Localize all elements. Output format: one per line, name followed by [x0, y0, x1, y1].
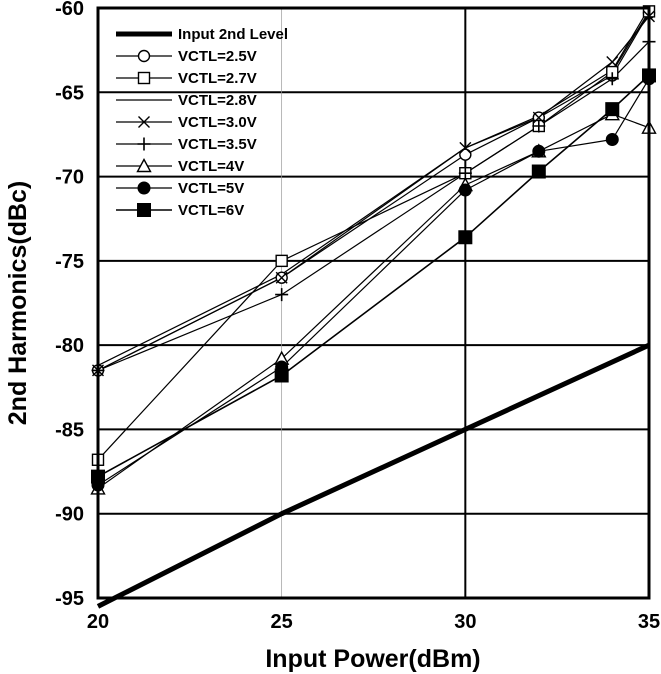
- legend-label: VCTL=6V: [178, 202, 244, 219]
- series-6-markers: [91, 35, 656, 377]
- legend-label: VCTL=2.5V: [178, 48, 257, 65]
- series-1: [96, 342, 651, 609]
- marker-filled-circle: [458, 183, 472, 197]
- legend-item: VCTL=4V: [116, 158, 244, 175]
- marker-cross: [275, 271, 288, 284]
- series-line: [97, 78, 650, 486]
- y-tick-label: -65: [55, 82, 84, 104]
- y-tick-label: -75: [55, 251, 84, 273]
- marker-filled-square: [458, 230, 473, 245]
- x-tick-label: 30: [454, 611, 476, 633]
- series-5: [97, 16, 650, 371]
- legend-item: VCTL=2.7V: [116, 70, 257, 87]
- x-tick-label: 25: [271, 611, 293, 633]
- series-markers: [90, 5, 657, 495]
- marker-cross: [459, 141, 472, 154]
- marker-filled-circle: [137, 181, 151, 195]
- marker-filled-square: [274, 368, 289, 383]
- marker-cross: [532, 111, 545, 124]
- x-tick-label: 35: [638, 611, 660, 633]
- legend: Input 2nd Level VCTL=2.5V VCTL=2.7V VCTL=2.…: [116, 26, 288, 219]
- marker-open-square: [137, 71, 151, 85]
- legend-item: VCTL=6V: [116, 202, 244, 219]
- marker-open-circle: [459, 148, 472, 161]
- series-7: [97, 113, 650, 489]
- series-9-markers: [91, 68, 656, 484]
- series-3-markers: [91, 5, 656, 466]
- legend-item: VCTL=2.5V: [116, 48, 257, 65]
- x-axis-title: Input Power(dBm): [265, 645, 480, 673]
- x-tick-label: 20: [87, 611, 109, 633]
- legend-item: VCTL=3.5V: [116, 136, 257, 153]
- marker-open-triangle: [136, 158, 152, 173]
- grid-lines: [98, 8, 649, 598]
- marker-open-circle: [137, 49, 151, 63]
- y-tick-label: -80: [55, 335, 84, 357]
- legend-label: VCTL=5V: [178, 180, 244, 197]
- y-tick-label: -95: [55, 588, 84, 610]
- marker-filled-circle: [532, 144, 546, 158]
- marker-filled-square: [605, 102, 620, 117]
- legend-item: VCTL=3.0V: [116, 114, 257, 131]
- tick-labels: 20 25 30 35 -60 -65 -70 -75 -80 -85 -90 -95: [55, 0, 660, 633]
- y-tick-label: -90: [55, 504, 84, 526]
- y-axis-title: 2nd Harmonics(dBc): [4, 181, 32, 425]
- series-8: [97, 78, 650, 486]
- marker-cross: [606, 55, 619, 68]
- series-line: [97, 113, 650, 489]
- legend-item: VCTL=2.8V: [116, 92, 257, 109]
- legend-label: Input 2nd Level: [178, 26, 288, 43]
- series-line: [97, 7, 650, 366]
- marker-plus: [137, 137, 151, 151]
- marker-cross: [138, 116, 150, 128]
- series-line: [97, 16, 650, 371]
- series-line: [96, 342, 651, 609]
- series-4: [97, 7, 650, 366]
- legend-label: VCTL=2.8V: [178, 92, 257, 109]
- marker-filled-square: [137, 203, 151, 217]
- plot-frame: [96, 6, 651, 600]
- y-tick-label: -70: [55, 167, 84, 189]
- marker-open-square: [275, 254, 288, 268]
- series-2-markers: [91, 6, 656, 377]
- marker-filled-circle: [605, 132, 619, 146]
- legend-label: VCTL=2.7V: [178, 70, 257, 87]
- legend-item: Input 2nd Level: [116, 26, 288, 43]
- y-tick-label: -85: [55, 419, 84, 441]
- series-7-markers: [90, 106, 657, 495]
- legend-item: VCTL=5V: [116, 180, 244, 197]
- series-5-markers: [92, 10, 655, 377]
- legend-label: VCTL=3.5V: [178, 136, 257, 153]
- marker-plus: [275, 288, 289, 302]
- marker-plus: [605, 72, 619, 86]
- y-tick-label: -60: [55, 0, 84, 20]
- marker-plus: [532, 119, 546, 133]
- legend-label: VCTL=4V: [178, 158, 244, 175]
- legend-label: VCTL=3.0V: [178, 114, 257, 131]
- marker-filled-square: [531, 164, 546, 179]
